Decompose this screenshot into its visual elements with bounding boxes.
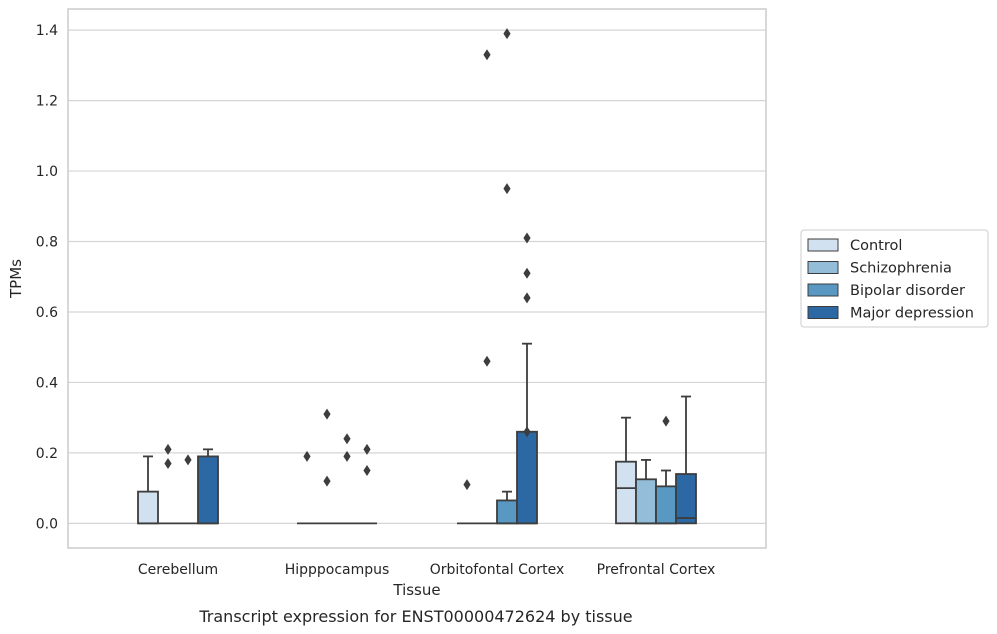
- legend: Control Schizophrenia Bipolar disorder Majo…: [800, 229, 989, 328]
- x-tick-label: Prefrontal Cortex: [597, 562, 716, 578]
- plot-frame: [67, 8, 767, 549]
- legend-label: Major depression: [850, 306, 974, 322]
- y-tick-labels: 0.0 0.2 0.4 0.6 0.8 1.0 1.2 1.4: [36, 23, 58, 532]
- box-control: [137, 455, 159, 525]
- box-control: [615, 416, 637, 525]
- y-tick-label: 0.4: [36, 375, 58, 391]
- y-tick-label: 1.2: [36, 94, 58, 110]
- legend-swatch: [807, 283, 839, 297]
- outlier-point: [184, 454, 192, 466]
- y-axis-label: TPMs: [7, 259, 25, 299]
- y-tick-label: 1.0: [36, 164, 58, 180]
- box-major-depression: [675, 395, 697, 525]
- box-major-depression: [197, 448, 219, 525]
- outlier-point: [303, 450, 311, 462]
- y-tick-label: 0.6: [36, 305, 58, 321]
- legend-label: Control: [850, 238, 902, 254]
- outlier-point: [523, 292, 531, 304]
- box-body: [635, 478, 657, 525]
- outlier-point: [363, 464, 371, 476]
- outlier-point: [483, 355, 491, 367]
- legend-label: Schizophrenia: [850, 261, 952, 277]
- y-tick-label: 0.2: [36, 446, 58, 462]
- box-schizophrenia: [635, 459, 657, 525]
- outlier-point: [343, 433, 351, 445]
- outlier-point: [523, 426, 531, 438]
- x-tick-label: Hipppocampus: [285, 562, 390, 578]
- box-bipolar-disorder: [655, 469, 677, 525]
- box-body: [615, 460, 637, 525]
- y-tick-label: 0.8: [36, 235, 58, 251]
- outlier-point: [164, 457, 172, 469]
- legend-frame: [800, 229, 989, 328]
- x-tick-label: Cerebellum: [138, 562, 218, 578]
- outlier-point: [323, 475, 331, 487]
- outlier-point: [463, 479, 471, 491]
- legend-swatch: [807, 306, 839, 319]
- outlier-point: [503, 28, 511, 40]
- x-axis-label: Tissue: [392, 581, 440, 599]
- outlier-point: [483, 49, 491, 61]
- box-body: [655, 485, 677, 525]
- box-body: [675, 473, 697, 525]
- outlier-point: [503, 183, 511, 195]
- x-tick-label: Orbitofontal Cortex: [430, 562, 565, 578]
- outlier-point: [343, 450, 351, 462]
- outlier-point: [523, 232, 531, 244]
- outlier-point: [164, 443, 172, 455]
- box-bipolar-disorder: [496, 490, 518, 525]
- box-major-depression: [516, 342, 538, 525]
- box-body: [197, 455, 219, 525]
- legend-swatch: [807, 261, 839, 274]
- outlier-point: [323, 408, 331, 420]
- legend-swatch: [807, 238, 839, 252]
- chart-caption: Transcript expression for ENST0000047262…: [198, 607, 632, 626]
- x-tick-labels: Cerebellum Hipppocampus Orbitofontal Corte…: [138, 562, 715, 578]
- box-body: [516, 430, 538, 525]
- outlier-point: [523, 267, 531, 279]
- legend-label: Bipolar disorder: [850, 283, 965, 299]
- outlier-point: [662, 415, 670, 427]
- box-body: [137, 490, 159, 525]
- y-tick-label: 1.4: [36, 23, 58, 39]
- gridlines: [68, 29, 766, 524]
- box-groups: [137, 342, 697, 525]
- box-body: [496, 499, 518, 525]
- outlier-point: [363, 443, 371, 455]
- y-tick-label: 0.0: [36, 516, 58, 532]
- outlier-points: [164, 28, 670, 491]
